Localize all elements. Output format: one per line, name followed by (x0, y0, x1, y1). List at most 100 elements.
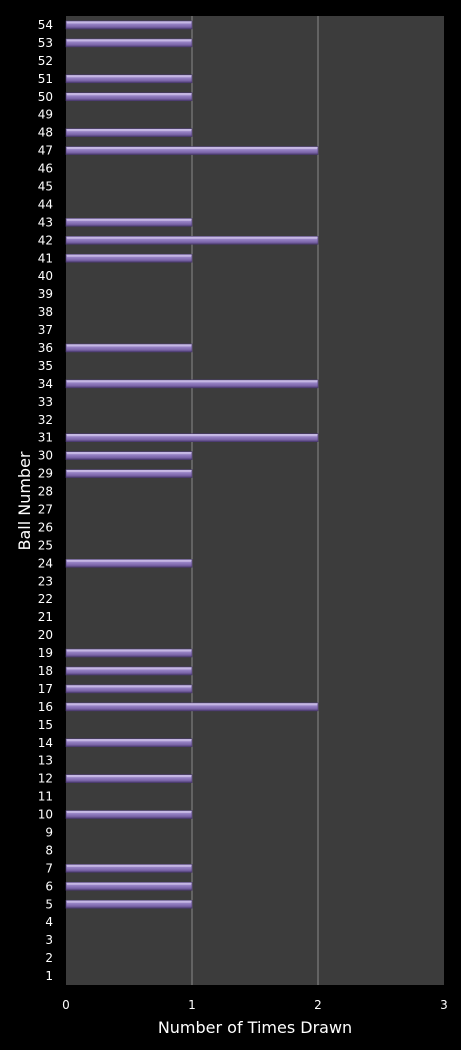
bar-ball-16 (65, 702, 319, 712)
bar (65, 899, 193, 909)
bar-ball-51 (65, 74, 193, 84)
bar (65, 469, 193, 478)
bar-ball-29 (65, 469, 193, 478)
bar-ball-53 (65, 38, 193, 48)
y-tick-labels: 1234567891011121314151617181920212223242… (38, 18, 53, 983)
y-tick-label: 29 (38, 467, 53, 481)
y-tick-label: 10 (38, 808, 53, 822)
y-tick-label: 39 (38, 287, 53, 301)
x-tick-label: 3 (440, 998, 448, 1012)
bar (65, 379, 319, 389)
y-tick-label: 8 (45, 843, 53, 857)
y-tick-label: 27 (38, 502, 53, 516)
bars (65, 20, 319, 909)
bar (65, 451, 193, 460)
bar (65, 738, 193, 748)
y-tick-label: 19 (38, 646, 53, 660)
y-tick-label: 38 (38, 305, 53, 319)
y-tick-label: 30 (38, 449, 53, 463)
bar-highlight (67, 775, 191, 778)
y-tick-label: 15 (38, 718, 53, 732)
bar-ball-50 (65, 92, 193, 102)
bar-ball-30 (65, 451, 193, 460)
bar-highlight (67, 901, 191, 903)
bar (65, 128, 193, 137)
y-tick-label: 34 (38, 377, 53, 391)
y-tick-label: 25 (38, 538, 53, 552)
y-tick-label: 51 (38, 72, 53, 86)
bar (65, 684, 193, 694)
bar-ball-48 (65, 128, 193, 137)
y-tick-label: 22 (38, 592, 53, 606)
bar-highlight (67, 883, 191, 885)
bar-highlight (67, 685, 191, 688)
bar (65, 559, 193, 568)
y-tick-label: 54 (38, 18, 53, 32)
bar (65, 882, 193, 891)
y-tick-label: 5 (45, 897, 53, 911)
y-tick-label: 6 (45, 879, 53, 893)
bar-highlight (67, 865, 191, 867)
x-tick-labels: 0 1 2 3 (62, 998, 448, 1012)
bar (65, 433, 319, 442)
bar-highlight (67, 219, 191, 221)
bar-highlight (67, 255, 191, 257)
y-tick-label: 53 (38, 36, 53, 50)
bar-highlight (67, 650, 191, 652)
y-axis-title: Ball Number (15, 451, 34, 550)
bar-highlight (67, 560, 191, 562)
bar-highlight (67, 93, 191, 96)
bar (65, 864, 193, 873)
y-tick-label: 7 (45, 861, 53, 875)
y-tick-label: 42 (38, 233, 53, 247)
bar-highlight (67, 75, 191, 78)
bar-ball-42 (65, 236, 319, 245)
bar (65, 92, 193, 102)
bar-ball-10 (65, 810, 193, 819)
y-tick-label: 12 (38, 772, 53, 786)
bar-highlight (67, 380, 317, 383)
bar-ball-18 (65, 666, 193, 676)
bar (65, 702, 319, 712)
y-tick-label: 46 (38, 162, 53, 176)
y-tick-label: 2 (45, 951, 53, 965)
bar-ball-17 (65, 684, 193, 694)
y-tick-label: 31 (38, 431, 53, 445)
y-tick-label: 13 (38, 754, 53, 768)
x-tick-label: 1 (188, 998, 196, 1012)
y-tick-label: 40 (38, 269, 53, 283)
bar-highlight (67, 21, 191, 24)
y-tick-label: 44 (38, 197, 53, 211)
y-tick-label: 45 (38, 179, 53, 193)
bar-ball-19 (65, 648, 193, 658)
bar (65, 253, 193, 263)
bar-highlight (67, 237, 317, 239)
bar (65, 38, 193, 48)
bar-ball-41 (65, 253, 193, 263)
bar-highlight (67, 344, 191, 347)
bar-ball-14 (65, 738, 193, 748)
bar-highlight (67, 452, 191, 455)
bar-highlight (67, 667, 191, 670)
x-axis-title: Number of Times Drawn (158, 1018, 352, 1037)
y-tick-label: 21 (38, 610, 53, 624)
bar-highlight (67, 811, 191, 814)
bar-ball-5 (65, 899, 193, 909)
bar-ball-12 (65, 774, 193, 783)
bar (65, 20, 193, 30)
bar-ball-47 (65, 146, 319, 155)
x-tick-label: 0 (62, 998, 70, 1012)
y-tick-label: 20 (38, 628, 53, 642)
bar-highlight (67, 470, 191, 473)
bar-highlight (67, 147, 317, 150)
y-tick-label: 18 (38, 664, 53, 678)
bar-ball-31 (65, 433, 319, 442)
y-tick-label: 14 (38, 736, 53, 750)
y-tick-label: 24 (38, 556, 53, 570)
bar-highlight (67, 434, 317, 437)
bar-highlight (67, 703, 317, 706)
y-tick-label: 47 (38, 144, 53, 158)
y-tick-label: 50 (38, 90, 53, 104)
bar-highlight (67, 39, 191, 42)
